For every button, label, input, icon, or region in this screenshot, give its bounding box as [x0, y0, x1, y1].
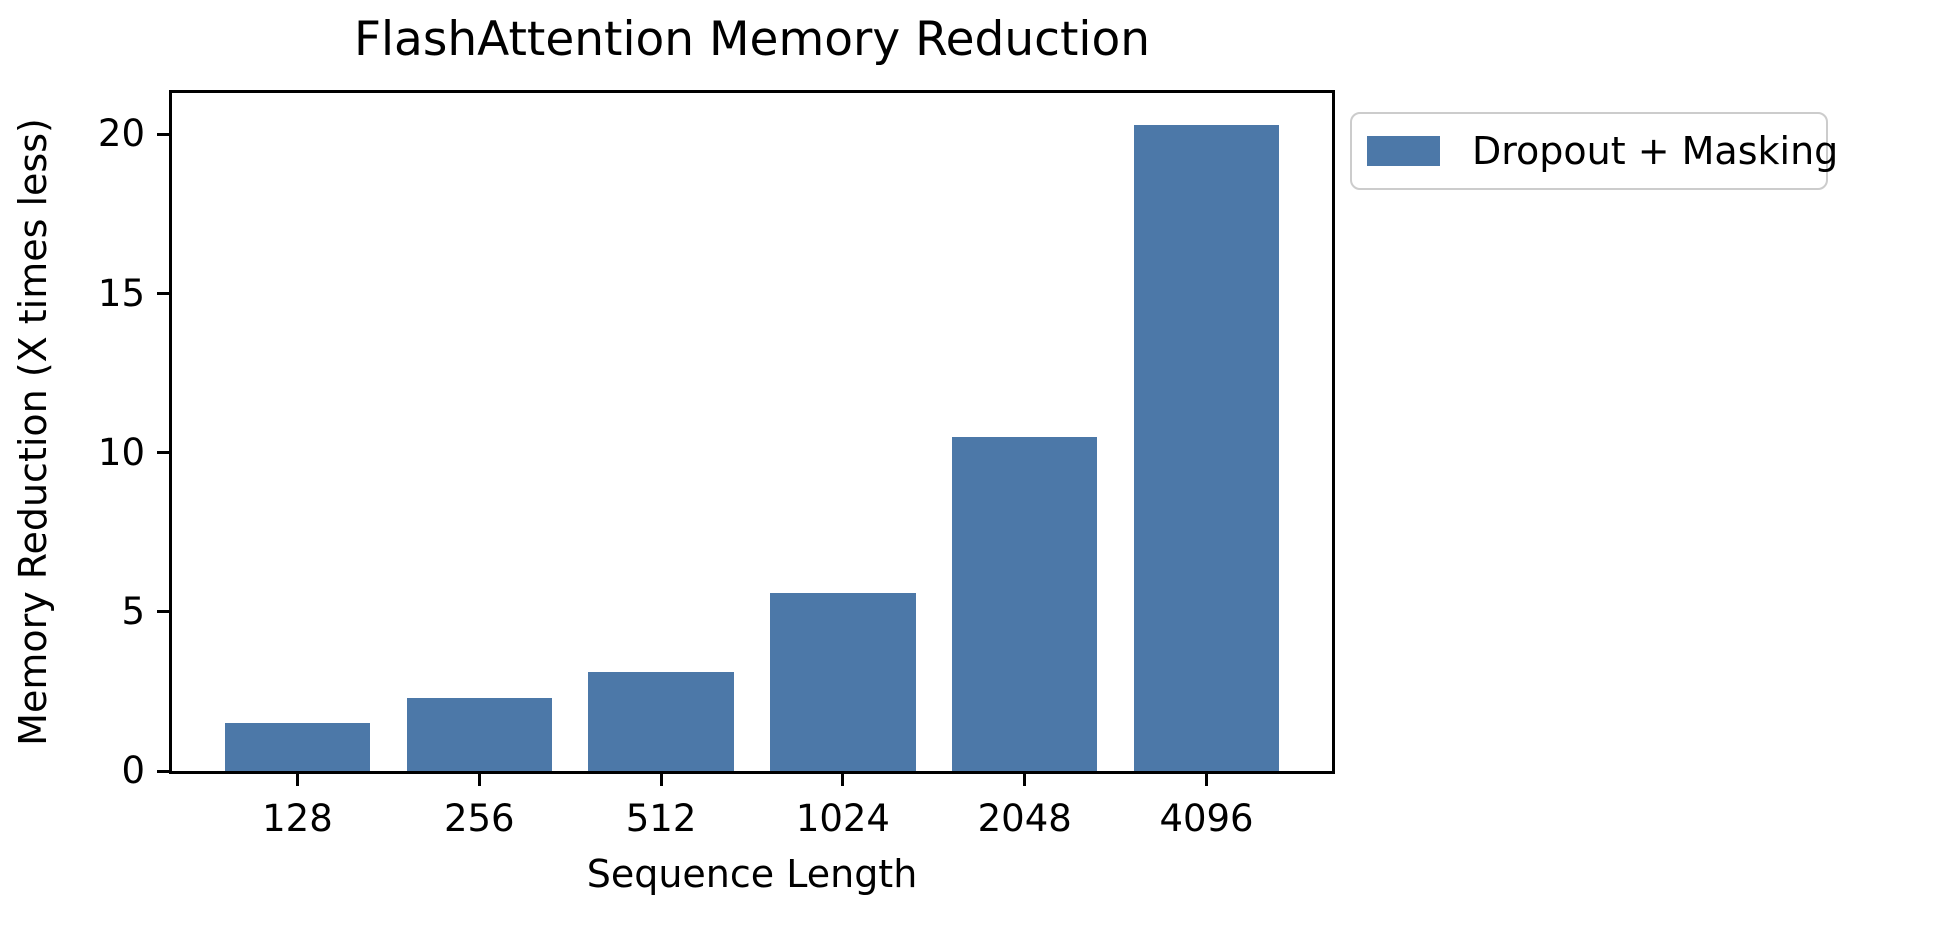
y-tick-label: 20: [97, 112, 145, 156]
bar-1024: [770, 592, 916, 771]
x-tick-mark: [659, 774, 663, 786]
x-tick-mark: [1205, 774, 1209, 786]
legend-label: Dropout + Masking: [1472, 129, 1839, 173]
legend: Dropout + Masking: [1350, 112, 1838, 190]
bar-2048: [952, 436, 1098, 771]
y-tick-mark: [157, 132, 169, 136]
x-tick-label: 1024: [795, 797, 890, 840]
y-tick-label: 0: [121, 749, 145, 792]
y-tick-mark: [157, 451, 169, 455]
bar-512: [588, 672, 734, 771]
bar-128: [224, 723, 371, 771]
x-tick-mark: [477, 774, 481, 786]
y-tick-mark: [157, 769, 169, 773]
plot-area: [169, 90, 1335, 774]
x-tick-label: 4096: [1159, 797, 1254, 840]
bar-4096: [1133, 124, 1280, 771]
y-tick-label: 5: [121, 589, 145, 633]
y-tick-mark: [157, 292, 169, 296]
x-tick-label: 2048: [977, 797, 1072, 840]
bar-256: [406, 697, 552, 771]
legend-swatch: [1367, 136, 1440, 166]
x-axis-label: Sequence Length: [586, 852, 918, 896]
x-tick-mark: [295, 774, 299, 786]
y-tick-mark: [157, 610, 169, 614]
x-tick-label: 128: [262, 797, 333, 840]
y-tick-label: 10: [97, 430, 145, 474]
x-tick-mark: [1023, 774, 1027, 786]
x-tick-label: 512: [625, 797, 697, 840]
x-tick-label: 256: [443, 797, 515, 840]
y-tick-label: 15: [97, 271, 145, 315]
chart-title: FlashAttention Memory Reduction: [353, 12, 1151, 67]
x-tick-mark: [841, 774, 845, 786]
